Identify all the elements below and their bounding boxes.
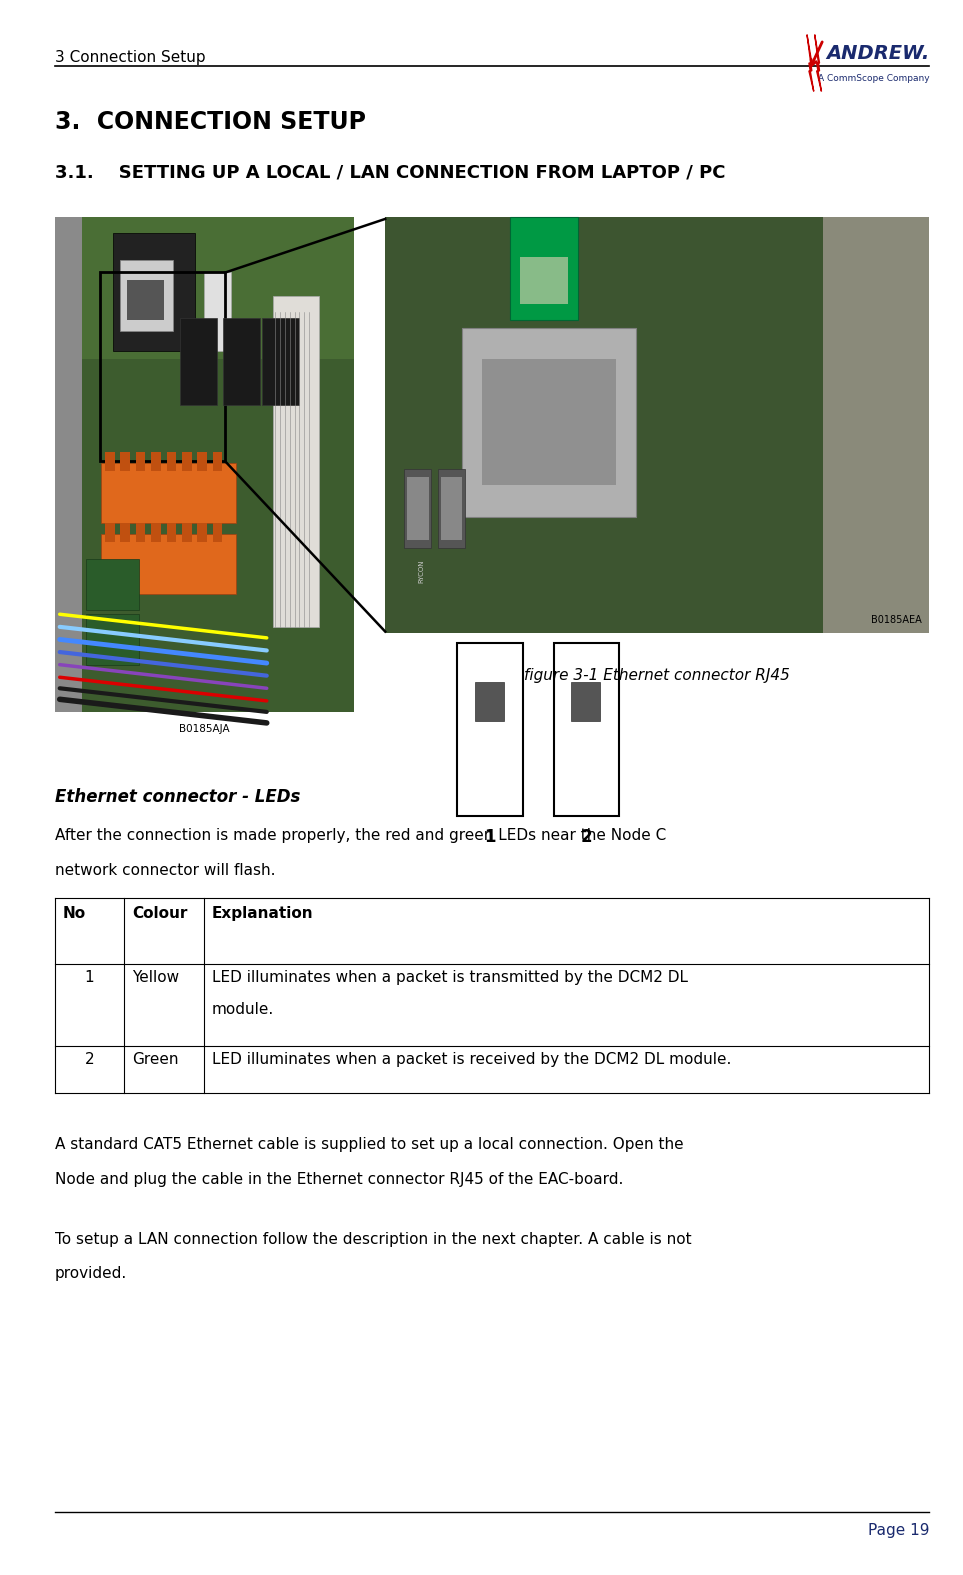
- Text: B0185AEA: B0185AEA: [871, 616, 922, 625]
- Bar: [438, 469, 465, 548]
- Bar: [197, 452, 207, 471]
- Bar: [136, 523, 145, 542]
- Bar: [204, 272, 231, 351]
- Text: module.: module.: [212, 1002, 274, 1017]
- Text: network connector will flash.: network connector will flash.: [55, 863, 275, 879]
- Bar: [82, 217, 354, 359]
- Text: A CommScope Company: A CommScope Company: [818, 74, 929, 83]
- Bar: [100, 272, 225, 461]
- Text: B0185AJA: B0185AJA: [179, 724, 230, 734]
- Bar: [55, 217, 82, 712]
- Bar: [120, 452, 130, 471]
- Bar: [55, 217, 354, 712]
- Text: 2: 2: [581, 828, 592, 846]
- Text: Ethernet connector - LEDs: Ethernet connector - LEDs: [55, 788, 300, 805]
- Bar: [151, 523, 161, 542]
- Bar: [127, 280, 164, 320]
- Text: provided.: provided.: [55, 1266, 127, 1282]
- Text: Green: Green: [132, 1052, 178, 1068]
- Text: Colour: Colour: [132, 906, 188, 921]
- Text: To setup a LAN connection follow the description in the next chapter. A cable is: To setup a LAN connection follow the des…: [55, 1232, 691, 1247]
- Text: 3 Connection Setup: 3 Connection Setup: [55, 50, 205, 66]
- Bar: [180, 318, 217, 405]
- Bar: [571, 682, 600, 721]
- Text: 1: 1: [484, 828, 496, 846]
- Bar: [462, 328, 636, 517]
- Text: figure 3-1 Ethernet connector RJ45: figure 3-1 Ethernet connector RJ45: [524, 668, 791, 684]
- Bar: [120, 523, 130, 542]
- Polygon shape: [815, 35, 821, 91]
- Bar: [120, 260, 173, 331]
- Text: 2: 2: [85, 1052, 94, 1068]
- Bar: [823, 217, 929, 633]
- Text: No: No: [63, 906, 86, 921]
- Bar: [213, 523, 222, 542]
- Bar: [475, 682, 504, 721]
- Bar: [136, 452, 145, 471]
- Bar: [167, 523, 176, 542]
- Text: After the connection is made properly, the red and green LEDs near the Node C: After the connection is made properly, t…: [55, 828, 666, 844]
- Bar: [182, 452, 192, 471]
- Text: Node and plug the cable in the Ethernet connector RJ45 of the EAC-board.: Node and plug the cable in the Ethernet …: [55, 1172, 623, 1188]
- Text: RYCON: RYCON: [419, 561, 425, 583]
- Bar: [86, 614, 139, 665]
- Polygon shape: [807, 35, 814, 91]
- Text: ANDREW.: ANDREW.: [826, 44, 929, 63]
- Text: Page 19: Page 19: [868, 1523, 929, 1539]
- Text: 3.1.    SETTING UP A LOCAL / LAN CONNECTION FROM LAPTOP / PC: 3.1. SETTING UP A LOCAL / LAN CONNECTION…: [55, 164, 725, 181]
- Bar: [113, 233, 195, 351]
- Bar: [167, 452, 176, 471]
- Text: A standard CAT5 Ethernet cable is supplied to set up a local connection. Open th: A standard CAT5 Ethernet cable is suppli…: [55, 1137, 684, 1153]
- Bar: [520, 257, 568, 304]
- Text: 3.  CONNECTION SETUP: 3. CONNECTION SETUP: [55, 110, 366, 134]
- Bar: [385, 217, 929, 633]
- Bar: [404, 469, 431, 548]
- Bar: [407, 477, 429, 540]
- Bar: [86, 559, 139, 610]
- Bar: [441, 477, 462, 540]
- Bar: [457, 643, 523, 816]
- Bar: [105, 523, 115, 542]
- Bar: [182, 523, 192, 542]
- Bar: [223, 318, 260, 405]
- Bar: [105, 452, 115, 471]
- Bar: [197, 523, 207, 542]
- Text: Yellow: Yellow: [132, 970, 179, 986]
- Bar: [554, 643, 619, 816]
- Bar: [482, 359, 616, 485]
- Bar: [510, 217, 578, 320]
- Bar: [101, 534, 236, 594]
- Bar: [151, 452, 161, 471]
- Bar: [262, 318, 299, 405]
- Text: Explanation: Explanation: [212, 906, 314, 921]
- Text: LED illuminates when a packet is received by the DCM2 DL module.: LED illuminates when a packet is receive…: [212, 1052, 731, 1068]
- Text: LED illuminates when a packet is transmitted by the DCM2 DL: LED illuminates when a packet is transmi…: [212, 970, 688, 986]
- Bar: [101, 463, 236, 523]
- Bar: [273, 296, 319, 627]
- Bar: [213, 452, 222, 471]
- Text: 1: 1: [85, 970, 94, 986]
